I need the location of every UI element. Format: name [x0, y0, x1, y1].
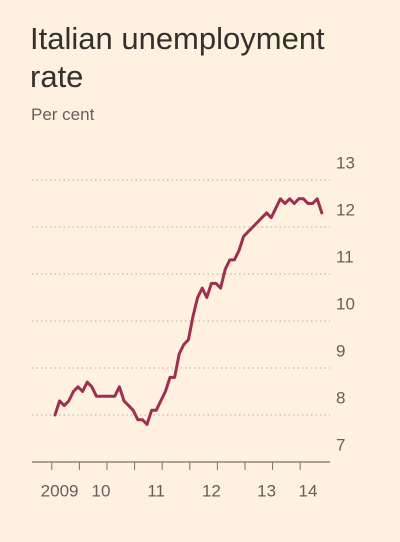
x-tick-label: 14	[299, 481, 318, 500]
y-tick-label: 10	[336, 294, 355, 313]
chart-subtitle: Per cent	[31, 105, 95, 124]
x-tick-label: 12	[202, 481, 221, 500]
data-line	[53, 197, 324, 426]
y-tick-label: 9	[336, 341, 345, 360]
x-tick-label: 2009	[41, 481, 79, 500]
x-tick-label: 13	[257, 481, 276, 500]
y-tick-label: 13	[336, 153, 355, 172]
x-tick-label: 10	[92, 481, 111, 500]
chart-title: Italian unemployment rate	[30, 21, 325, 94]
y-tick-label: 8	[336, 388, 345, 407]
y-tick-label: 11	[336, 247, 354, 266]
y-tick-label: 12	[336, 200, 355, 219]
y-tick-label: 7	[336, 435, 345, 454]
x-tick-label: 11	[147, 481, 165, 500]
